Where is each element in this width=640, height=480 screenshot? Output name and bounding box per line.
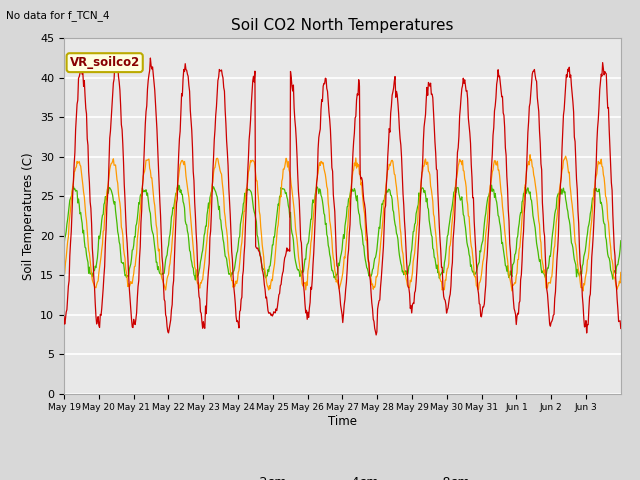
Legend: -2cm, -4cm, -8cm: -2cm, -4cm, -8cm: [209, 471, 476, 480]
Y-axis label: Soil Temperatures (C): Soil Temperatures (C): [22, 152, 35, 280]
Title: Soil CO2 North Temperatures: Soil CO2 North Temperatures: [231, 18, 454, 33]
Text: VR_soilco2: VR_soilco2: [70, 56, 140, 69]
Text: No data for f_TCN_4: No data for f_TCN_4: [6, 10, 110, 21]
X-axis label: Time: Time: [328, 415, 357, 428]
